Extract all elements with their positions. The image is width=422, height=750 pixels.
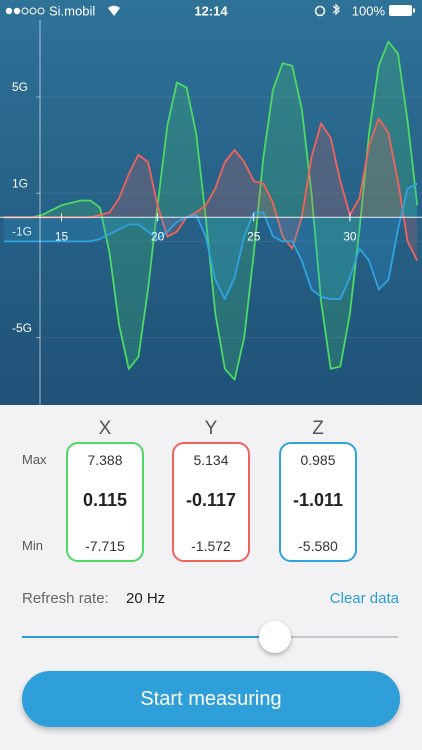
battery-tip <box>413 8 415 13</box>
series-area <box>3 41 418 380</box>
alarm-icon <box>314 5 326 17</box>
plot: 5G 1G -1G -5G 15 20 25 30 <box>0 20 422 405</box>
x-tick-label: 30 <box>343 229 357 243</box>
clear-data-button[interactable]: Clear data <box>329 590 399 607</box>
bluetooth-icon <box>332 3 340 16</box>
series-line <box>3 182 418 300</box>
chart: 5G 1G -1G -5G 15 20 25 30 Si.mobil 12:14 100% <box>0 0 422 405</box>
start-button[interactable]: Start measuring <box>22 671 400 727</box>
y-tick-label: -1G <box>12 225 32 239</box>
current-value: -1.011 <box>292 490 344 510</box>
max-value: 7.388 <box>87 452 123 468</box>
series-line <box>3 40 419 381</box>
y-tick-label: 5G <box>12 80 28 94</box>
row-label: Min <box>22 538 43 553</box>
stat-box: 7.388 0.115 -7.715 <box>66 442 144 562</box>
signal-dot <box>21 7 29 15</box>
column-header: X <box>98 418 112 439</box>
stat-box: 5.134 -0.117 -1.572 <box>172 442 250 562</box>
max-value: 0.985 <box>300 452 336 468</box>
min-value: -1.572 <box>191 538 231 554</box>
status-bar: Si.mobil 12:14 100% <box>5 3 415 18</box>
battery-percent: 100% <box>352 3 386 18</box>
series-area <box>3 118 418 261</box>
clock: 12:14 <box>194 3 228 18</box>
battery-icon <box>389 5 412 16</box>
signal-dot <box>13 7 21 15</box>
slider-fill <box>22 636 275 638</box>
current-value: -0.117 <box>185 490 237 510</box>
signal-dot <box>29 7 37 15</box>
min-value: -7.715 <box>85 538 125 554</box>
max-value: 5.134 <box>193 452 229 468</box>
stat-box: 0.985 -1.011 -5.580 <box>279 442 357 562</box>
wifi-icon <box>108 5 120 16</box>
y-tick-label: 1G <box>12 176 28 190</box>
y-tick-label: -5G <box>12 321 32 335</box>
slider-knob[interactable] <box>259 621 291 653</box>
series-area <box>3 183 418 300</box>
carrier: Si.mobil <box>49 3 95 18</box>
row-label: Max <box>22 452 47 467</box>
current-value: 0.115 <box>82 490 128 510</box>
column-header: Y <box>204 418 218 439</box>
x-tick-label: 15 <box>55 229 69 243</box>
column-header: Z <box>312 418 324 439</box>
signal-dot <box>5 7 13 15</box>
refresh-label: Refresh rate: <box>22 590 109 607</box>
refresh-value: 20 Hz <box>126 590 166 607</box>
x-tick-label: 20 <box>151 229 165 243</box>
x-tick-label: 25 <box>247 229 261 243</box>
signal-dot <box>37 7 45 15</box>
min-value: -5.580 <box>298 538 338 554</box>
